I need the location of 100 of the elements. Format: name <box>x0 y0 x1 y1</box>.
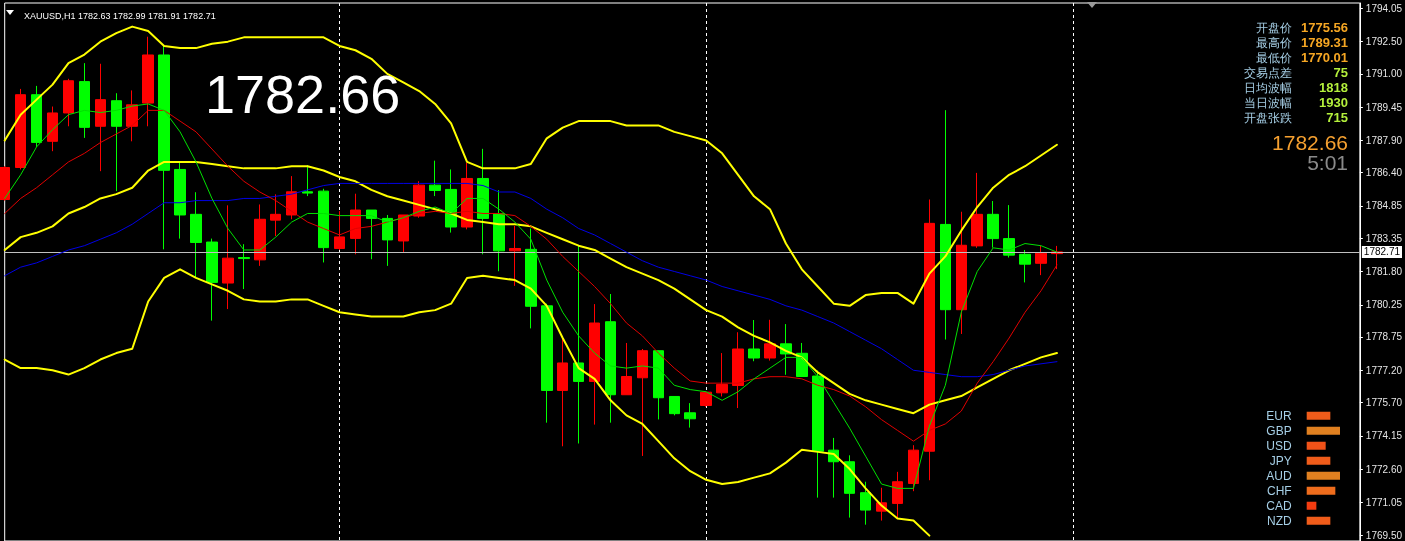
y-tick-label: 1780.25 <box>1365 299 1403 311</box>
line-series <box>3 160 1058 415</box>
y-tick-label: NZD <box>1267 513 1293 528</box>
candlestick <box>509 225 521 287</box>
annotation: 最低价 1770.01 <box>1256 49 1348 65</box>
candlestick <box>222 204 234 310</box>
candlestick <box>971 172 983 249</box>
line-series <box>3 25 1058 307</box>
y-tick-label: 1783.35 <box>1365 232 1403 244</box>
candlestick <box>621 342 632 396</box>
y-tick-label: 1787.90 <box>1365 134 1403 146</box>
candlestick <box>382 214 393 267</box>
bar <box>1306 486 1336 495</box>
text: 日均波幅 1818 <box>1244 79 1348 95</box>
y-tick-label: 1781.80 <box>1365 265 1403 277</box>
candlestick <box>15 88 26 170</box>
candlestick <box>158 44 170 250</box>
candlestick <box>254 203 266 267</box>
candlestick <box>477 148 489 255</box>
candlestick <box>573 245 584 444</box>
y-tick-label: 1789.45 <box>1365 101 1403 113</box>
candlestick <box>270 193 281 237</box>
candlestick <box>908 444 919 492</box>
text: 交易点差 75 <box>1244 64 1348 80</box>
candlestick <box>748 319 760 362</box>
candlestick <box>940 109 951 341</box>
y-tick-label: JPY <box>1269 453 1292 468</box>
candlestick <box>669 395 680 416</box>
candlestick <box>589 303 600 426</box>
candlestick <box>1035 245 1047 276</box>
candlestick <box>1019 249 1031 283</box>
candlestick <box>0 165 10 202</box>
bar <box>1306 441 1326 450</box>
candlestick <box>445 168 457 234</box>
candlestick <box>541 303 553 424</box>
candlestick <box>812 369 824 499</box>
annotation: 最高价 1789.31 <box>1256 34 1348 50</box>
candlestick <box>174 162 186 240</box>
candlestick <box>95 63 106 172</box>
candlestick <box>398 214 409 254</box>
candlestick <box>764 319 776 362</box>
y-tick-label: 1778.75 <box>1365 331 1403 343</box>
bar <box>1306 471 1340 480</box>
y-tick-label: 1777.20 <box>1365 364 1403 376</box>
candlestick <box>47 106 58 152</box>
bar <box>1306 411 1331 420</box>
candlestick <box>429 160 441 197</box>
candlestick <box>700 391 712 408</box>
y-tick-label: 1775.70 <box>1365 396 1403 408</box>
candlestick <box>637 348 648 457</box>
y-tick-label: 1786.40 <box>1365 167 1403 179</box>
candlestick <box>238 243 250 290</box>
candlestick <box>350 193 361 255</box>
y-tick-label: 1784.85 <box>1365 200 1403 212</box>
candlestick <box>956 211 967 335</box>
annotation: 开盘价 1775.56 <box>1256 19 1348 35</box>
y-tick-label: 1769.50 <box>1365 530 1403 541</box>
bar <box>1306 501 1317 510</box>
candlestick <box>142 36 154 127</box>
candlestick <box>525 228 537 329</box>
candlestick <box>334 210 345 251</box>
bar <box>1306 456 1331 465</box>
candlestick <box>987 200 999 249</box>
annotation: 1782.66 <box>1272 131 1348 154</box>
candlestick <box>860 481 871 526</box>
candlestick <box>653 350 664 420</box>
candlestick <box>318 188 329 263</box>
y-tick-label: EUR <box>1266 408 1293 423</box>
candlestick <box>684 402 696 429</box>
candlestick <box>31 85 42 148</box>
text: 开盘张跌 715 <box>1244 109 1348 125</box>
candlestick <box>924 199 935 481</box>
candlestick <box>605 293 616 424</box>
y-tick-label: 1791.00 <box>1365 68 1403 80</box>
candlestick <box>732 331 744 409</box>
candlestick <box>206 238 218 322</box>
y-tick-label: 1792.50 <box>1365 36 1403 48</box>
text: XAUUSD,H1 1782.63 1782.99 1781.91 1782.71 <box>24 10 216 21</box>
candlestick <box>63 78 74 127</box>
y-tick-label: 1794.05 <box>1365 2 1403 14</box>
candlestick <box>844 454 855 519</box>
candlestick <box>79 62 90 139</box>
annotation: 1782.66 <box>205 64 401 124</box>
bar <box>1306 516 1331 525</box>
bar <box>1306 426 1340 435</box>
candlestick <box>302 164 313 197</box>
y-tick-label: AUD <box>1266 468 1293 483</box>
y-tick-label: USD <box>1266 438 1293 453</box>
y-tick-label: 1774.15 <box>1365 430 1403 442</box>
y-tick-label: 1771.05 <box>1365 496 1403 508</box>
ref-line-label: 1782.71 <box>1363 246 1401 258</box>
y-tick-label: CHF <box>1267 483 1292 498</box>
candlestick <box>716 352 728 397</box>
candlestick <box>493 189 505 272</box>
candlestick <box>111 92 122 192</box>
y-tick-label: 1772.60 <box>1365 463 1403 475</box>
line-series <box>4 182 1058 378</box>
annotation: 5:01 <box>1307 151 1348 174</box>
y-tick-label: GBP <box>1266 423 1292 438</box>
line-series <box>3 268 931 537</box>
